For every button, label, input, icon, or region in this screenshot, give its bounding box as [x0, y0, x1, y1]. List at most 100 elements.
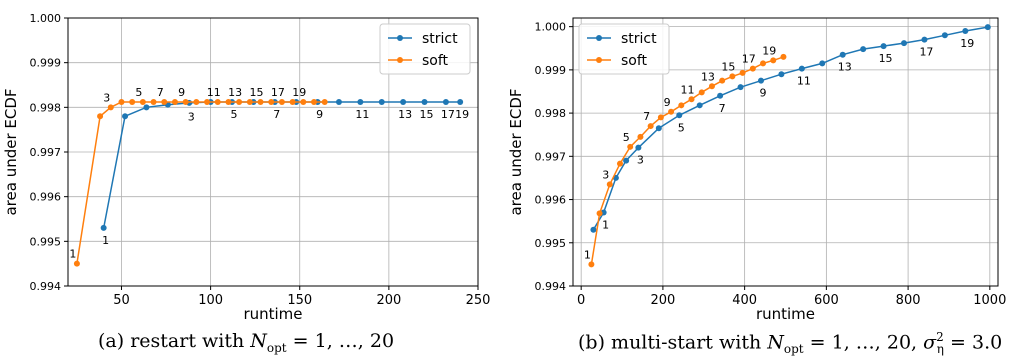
- data-point-soft: [171, 98, 178, 105]
- point-label: 13: [701, 70, 715, 83]
- data-point-soft: [139, 98, 146, 105]
- x-tick-label: 50: [113, 293, 130, 308]
- data-point-soft: [616, 160, 623, 167]
- legend-label-strict: strict: [422, 31, 458, 47]
- point-label: 3: [103, 91, 110, 104]
- point-label: 19: [455, 108, 469, 121]
- x-axis-label: runtime: [756, 305, 815, 323]
- point-label: 11: [207, 86, 221, 99]
- data-point-soft: [236, 98, 243, 105]
- data-point-strict: [717, 92, 724, 99]
- point-label: 1: [102, 234, 109, 247]
- data-point-soft: [225, 98, 232, 105]
- data-point-strict: [357, 98, 364, 105]
- data-point-soft: [300, 98, 307, 105]
- series-line-strict: [592, 26, 988, 231]
- data-point-soft: [647, 123, 654, 130]
- data-point-strict: [442, 98, 449, 105]
- point-label: 5: [231, 108, 238, 121]
- data-point-strict: [421, 98, 428, 105]
- point-label: 13: [838, 61, 852, 74]
- point-label: 9: [316, 108, 323, 121]
- data-point-soft: [311, 98, 317, 105]
- data-point-soft: [118, 98, 125, 105]
- x-axis-label: runtime: [243, 305, 302, 323]
- data-point-strict: [984, 24, 991, 31]
- data-point-soft: [760, 60, 767, 67]
- data-point-soft: [657, 114, 664, 121]
- point-label: 11: [797, 75, 811, 88]
- point-label: 13: [228, 86, 242, 99]
- y-axis-label: area under ECDF: [2, 88, 20, 215]
- data-point-strict: [798, 65, 805, 72]
- data-point-soft: [97, 113, 104, 120]
- point-label: 3: [637, 154, 644, 167]
- data-point-soft: [719, 77, 726, 84]
- point-label: 15: [420, 108, 434, 121]
- point-label: 9: [759, 87, 766, 100]
- point-label: 9: [664, 96, 671, 109]
- data-point-strict: [590, 226, 597, 233]
- data-point-strict: [400, 98, 407, 105]
- data-point-soft: [214, 98, 221, 105]
- data-point-soft: [278, 98, 285, 105]
- point-label: 3: [602, 168, 609, 181]
- data-point-soft: [708, 83, 715, 90]
- data-point-soft: [107, 104, 114, 111]
- y-tick-label: 0.997: [30, 146, 62, 159]
- plot-frame: [572, 17, 999, 287]
- y-tick-label: 0.997: [535, 150, 567, 163]
- point-label: 17: [919, 46, 933, 59]
- y-tick-label: 1.000: [535, 21, 567, 34]
- point-label: 5: [135, 86, 142, 99]
- x-tick-label: 100: [198, 293, 223, 308]
- data-point-soft: [204, 98, 211, 105]
- point-label: 11: [355, 108, 369, 121]
- data-point-soft: [129, 98, 136, 105]
- data-point-strict: [655, 125, 662, 132]
- data-point-strict: [676, 112, 683, 119]
- series-line-soft: [76, 101, 325, 264]
- data-point-soft: [588, 261, 595, 268]
- data-point-soft: [627, 143, 634, 150]
- y-tick-label: 0.998: [30, 101, 62, 114]
- data-point-soft: [73, 260, 80, 267]
- legend: strict soft: [379, 23, 471, 75]
- point-label: 9: [178, 86, 185, 99]
- point-label: 17: [271, 86, 285, 99]
- y-tick-label: 0.999: [535, 64, 567, 77]
- data-point-soft: [780, 53, 787, 60]
- data-point-strict: [378, 98, 385, 105]
- data-point-strict: [778, 71, 785, 78]
- point-label: 15: [250, 86, 264, 99]
- x-tick-label: 150: [287, 293, 312, 308]
- legend-swatch-marker: [397, 57, 403, 63]
- data-point-strict: [100, 224, 107, 231]
- data-point-soft: [606, 181, 613, 188]
- data-point-soft: [289, 98, 296, 105]
- data-point-strict: [457, 98, 464, 105]
- data-point-soft: [321, 98, 328, 105]
- data-point-strict: [737, 84, 744, 91]
- y-tick-label: 0.994: [535, 280, 567, 293]
- data-point-soft: [770, 57, 777, 64]
- point-label: 11: [681, 83, 695, 96]
- point-label: 7: [157, 86, 164, 99]
- data-point-strict: [623, 157, 630, 164]
- point-label: 7: [273, 108, 280, 121]
- caption-multistart: (b) multi-start with Nopt = 1, …, 20, σ2…: [578, 330, 1003, 357]
- x-tick-label: 0: [577, 293, 585, 308]
- point-label: 1: [69, 248, 76, 261]
- data-point-strict: [901, 40, 908, 47]
- legend-swatch-marker: [596, 57, 602, 63]
- data-point-strict: [143, 104, 150, 111]
- data-point-strict: [696, 102, 703, 109]
- x-tick-label: 200: [376, 293, 401, 308]
- legend-label-soft: soft: [422, 53, 449, 69]
- data-point-soft: [193, 98, 200, 105]
- data-point-strict: [757, 77, 764, 84]
- point-label: 1: [584, 248, 591, 261]
- data-point-soft: [678, 102, 685, 109]
- y-tick-label: 0.995: [30, 235, 62, 248]
